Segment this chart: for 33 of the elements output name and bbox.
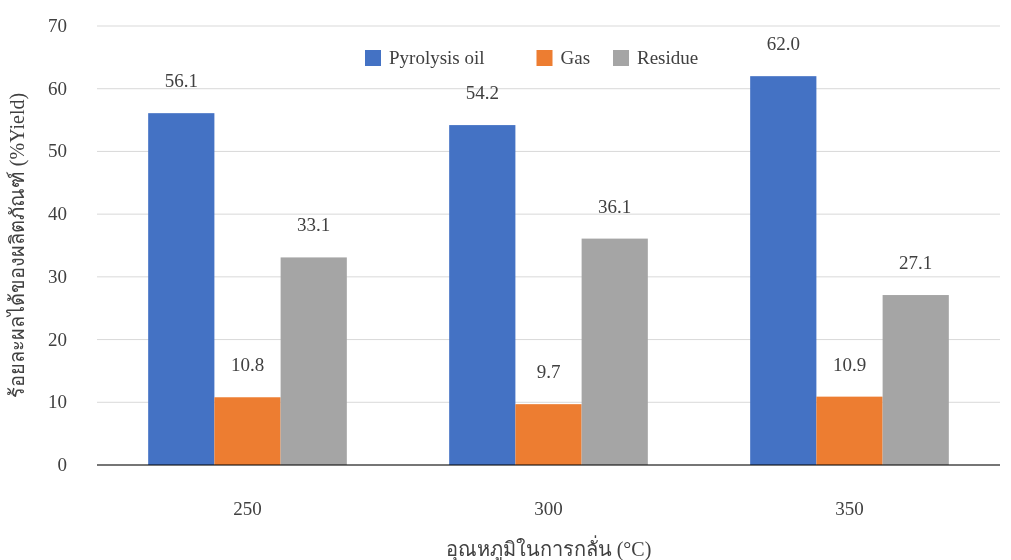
y-tick-label: 70 (48, 15, 67, 36)
data-label: 36.1 (598, 195, 632, 217)
y-tick-label: 50 (48, 140, 67, 162)
bar (581, 238, 648, 465)
data-label: 56.1 (164, 70, 198, 92)
bar (214, 397, 281, 465)
x-tick-label: 350 (835, 498, 864, 519)
data-label: 33.1 (297, 214, 331, 236)
data-label: 27.1 (899, 252, 933, 274)
data-label: 62.0 (766, 33, 800, 55)
y-tick-label: 10 (48, 391, 67, 413)
y-tick-label: 20 (48, 328, 67, 350)
legend-label: Pyrolysis oil (389, 47, 485, 68)
y-tick-label: 60 (48, 77, 67, 99)
data-label: 54.2 (465, 82, 499, 104)
y-tick-label: 30 (48, 265, 67, 287)
legend-label: Residue (637, 47, 699, 68)
bar (750, 76, 817, 465)
x-tick-label: 250 (233, 498, 262, 519)
bar (148, 113, 215, 465)
bar (515, 404, 582, 465)
bar (280, 257, 347, 465)
data-label: 9.7 (536, 361, 561, 383)
legend-label: Gas (560, 47, 591, 68)
y-tick-label: 40 (48, 203, 67, 225)
x-tick-label: 300 (534, 498, 563, 519)
data-label: 10.8 (230, 354, 265, 376)
y-tick-label: 0 (57, 454, 67, 475)
bar (816, 396, 883, 465)
bar (449, 125, 516, 465)
y-axis-title: ร้อยละผลได้ของผลิตภัณฑ์ (%Yield) (6, 92, 29, 399)
bar (882, 295, 949, 465)
data-label: 10.9 (832, 353, 867, 375)
